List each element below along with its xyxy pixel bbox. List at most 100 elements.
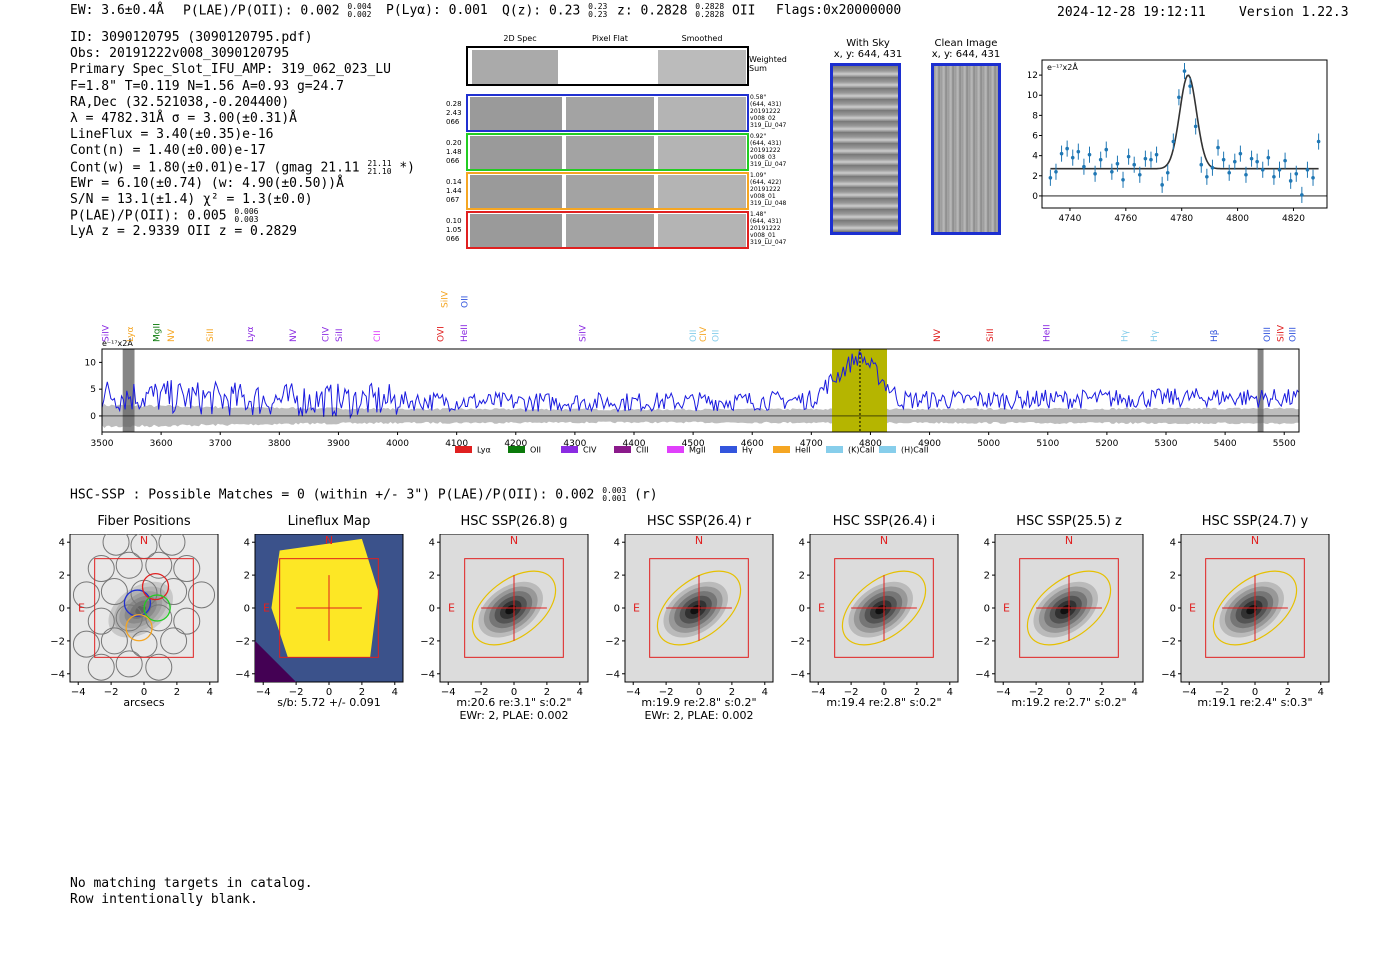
fiber-position: [158, 534, 186, 556]
search-box: [94, 558, 194, 658]
panel-xtick-label: 0: [511, 687, 517, 698]
zoom-data-point: [1255, 159, 1259, 164]
panel-xtick-label: 2: [914, 687, 920, 698]
panel-ytick-label: −4: [975, 669, 990, 680]
cutout-row-left-labels: 0.10 1.05 066: [446, 217, 466, 244]
search-box: [279, 558, 379, 658]
spectrum-xtick-label: 5200: [1095, 439, 1118, 449]
info-radec: RA,Dec (32.521038,-0.204400): [70, 94, 290, 110]
zoom-data-point: [1210, 165, 1215, 170]
spectrum-xtick-label: 5300: [1155, 439, 1178, 449]
cutout-left-label: 2.43: [446, 109, 462, 117]
legend-label: Hγ: [742, 446, 753, 455]
panel-ytick-label: 2: [984, 571, 990, 582]
line-label: SiIV: [1277, 324, 1287, 342]
panel-xtick-label: −2: [1215, 687, 1230, 698]
zoom-data-point: [1227, 170, 1232, 175]
zoom-data-point: [1171, 139, 1176, 144]
panel-title: HSC SSP(25.5) z: [1016, 514, 1122, 529]
search-box: [834, 558, 934, 658]
cutout-right-label: 319_LU_047: [750, 122, 787, 129]
panel-axes: N E −4 −2 0 2 4 −4 −2 0 2 4: [50, 534, 219, 698]
header-plae-lo: 0.002: [347, 10, 372, 19]
clean-image: [931, 63, 1001, 235]
full-spectrum-chart: 0 5 10 3500 3600 3700 3800 3900 4000 4100 4200 4300…: [85, 290, 1300, 455]
zoom-data-point: [1048, 175, 1053, 180]
cutout-right-label: 1.48": [750, 211, 767, 218]
panel-xtick-label: −4: [441, 687, 456, 698]
panel-caption: m:19.4 re:2.8" s:0.2": [826, 696, 942, 709]
spectrum-xtick-label: 4400: [623, 439, 646, 449]
cutout-left-label: 0.14: [446, 178, 462, 186]
line-label: CII: [373, 330, 383, 342]
panel-ytick-label: 4: [1170, 538, 1176, 549]
fiber-position: [160, 627, 188, 655]
zoom-ytick-label: 8: [1032, 111, 1038, 121]
spectrum-ytick-label: 0: [90, 412, 96, 422]
info-plae2-lo: 0.003: [234, 215, 259, 225]
zoom-data-point: [1065, 146, 1069, 151]
weighted-smooth-image: [658, 50, 746, 84]
panel-xtick-label: −4: [71, 687, 86, 698]
spectrum-xtick-label: 3900: [327, 439, 350, 449]
header-z-value: z: 0.2828: [617, 3, 688, 19]
weighted-sum-cutout: [466, 46, 749, 86]
legend-swatch: [561, 446, 578, 453]
header-z-tag: OII: [732, 3, 756, 19]
fiber-position: [100, 578, 128, 606]
zoom-data-point: [1177, 95, 1181, 100]
panel-xtick-label: −4: [626, 687, 641, 698]
panel-caption: s/b: 5.72 +/- 0.091: [277, 696, 381, 709]
cutout-flat-image: [566, 214, 654, 247]
zoom-data-point: [1110, 169, 1114, 174]
hsc-header: HSC-SSP : Possible Matches = 0 (within +…: [70, 487, 658, 503]
fiber-position: [173, 555, 201, 583]
spectrum-xtick-label: 3700: [209, 439, 232, 449]
header-z-hi: 0.2828: [695, 2, 725, 11]
info-params: F=1.8" T=0.119 N=1.56 A=0.93 g=24.7: [70, 78, 344, 94]
panel-xtick-label: 4: [947, 687, 953, 698]
cutout-smooth-image: [658, 214, 746, 247]
north-label: N: [1065, 534, 1073, 547]
panel-title: HSC SSP(24.7) y: [1201, 514, 1309, 529]
panel-xtick-label: −4: [1182, 687, 1197, 698]
aperture-ellipse: [471, 570, 557, 646]
panel-ytick-label: −4: [790, 669, 805, 680]
legend-swatch: [879, 446, 896, 453]
cutout-row: [466, 133, 749, 171]
line-label: NV: [167, 328, 177, 342]
zoom-data-point: [1311, 175, 1315, 180]
line-label: HeII: [460, 324, 470, 342]
north-label: N: [1251, 534, 1259, 547]
panel-ytick-label: 0: [59, 604, 65, 615]
cutout-2d-image: [470, 214, 562, 247]
cutout-right-label: 0.92": [750, 133, 767, 140]
panel-xtick-label: 2: [1285, 687, 1291, 698]
panel-ytick-label: 0: [1170, 604, 1176, 615]
line-label: Hβ: [1210, 329, 1220, 342]
panel-xtick-label: 0: [141, 687, 147, 698]
line-label: SiII: [986, 328, 996, 342]
cutout-right-label: (644, 431): [750, 218, 782, 225]
spectrum-xtick-label: 3600: [150, 439, 173, 449]
cutout-smooth-image: [658, 97, 746, 130]
zoom-data-point: [1277, 167, 1282, 172]
north-label: N: [140, 534, 148, 547]
cutout-right-label: 0.58": [750, 94, 767, 101]
info-obs: Obs: 20191222v008_3090120795: [70, 46, 290, 62]
line-zoom-chart: 0 2 4 6 8 10 12 4740 4760 4780 4800 4820 e⁻¹⁷x2Å: [1028, 59, 1328, 224]
spectrum-flux-line: [101, 350, 1300, 420]
detection-info: ID: 3090120795 (3090120795.pdf) Obs: 201…: [70, 30, 415, 240]
legend-label: (H)CaII: [901, 446, 928, 455]
spectrum-xtick-label: 4900: [918, 439, 941, 449]
panel-ytick-label: −2: [790, 636, 805, 647]
panel-ytick-label: 2: [614, 571, 620, 582]
footer-line-2: Row intentionally blank.: [70, 892, 258, 907]
panel-xtick-label: 4: [762, 687, 768, 698]
cutout-left-label: 0.20: [446, 139, 462, 147]
panel-ytick-label: 0: [244, 604, 250, 615]
zoom-data-point: [1249, 156, 1254, 161]
legend-label: MgII: [689, 446, 706, 455]
east-label: E: [448, 601, 455, 614]
zoom-data-point: [1121, 178, 1125, 182]
